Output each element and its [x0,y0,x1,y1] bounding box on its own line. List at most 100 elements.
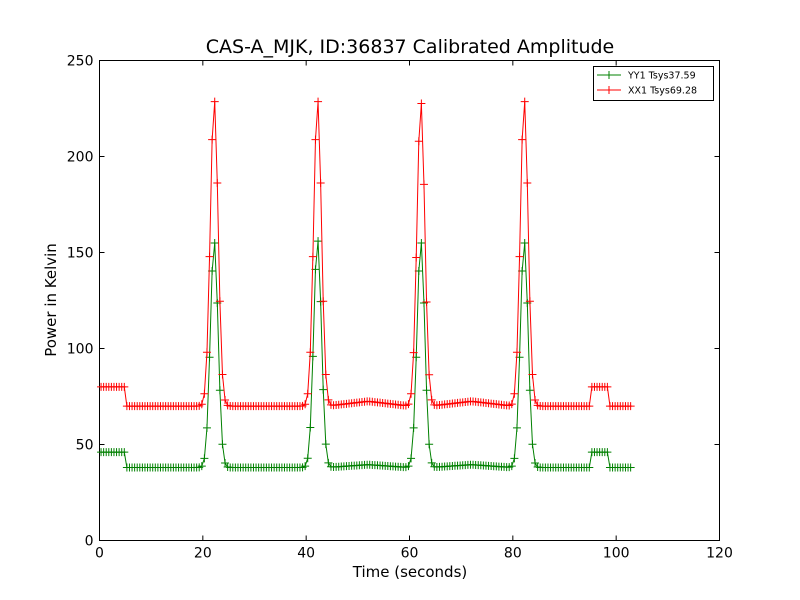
data-point [306,423,315,432]
data-point [603,382,612,391]
data-point [205,252,214,261]
data-point [626,402,635,411]
data-point [515,252,524,261]
series-1 [97,237,635,472]
data-point [321,440,330,449]
data-point [510,454,519,463]
data-point [409,348,418,357]
data-point [520,97,529,106]
data-point [301,400,310,409]
data-point [215,297,224,306]
data-point [585,463,594,472]
data-point [525,386,534,395]
x-tick-label: 20 [194,546,212,562]
data-point [319,385,328,394]
data-point [528,440,537,449]
data-point [419,180,428,189]
legend-label: YY1 Tsys37.59 [627,71,696,82]
x-axis-label: Time (seconds) [352,563,468,581]
y-tick-label: 200 [67,150,94,166]
data-point [520,238,529,247]
data-point [404,400,413,409]
y-axis-label: Power in Kelvin [42,243,60,357]
data-point [425,370,434,379]
data-point [218,440,227,449]
data-point [303,389,312,398]
x-tick-label: 100 [603,546,630,562]
data-point [523,179,532,188]
data-point [200,389,209,398]
data-point [202,423,211,432]
data-point [407,454,416,463]
y-tick-label: 150 [67,246,94,262]
data-point [311,135,320,144]
data-point [321,370,330,379]
data-point [425,440,434,449]
data-point [427,395,436,404]
data-point [120,382,129,391]
data-point [301,462,310,471]
data-point [197,400,206,409]
x-tick-label: 60 [401,546,419,562]
x-tick-label: 120 [706,546,733,562]
data-point [324,395,333,404]
data-point [510,389,519,398]
data-point [319,297,328,306]
data-point [215,386,224,395]
data-point [316,179,325,188]
data-point [303,454,312,463]
y-tick-label: 0 [85,534,94,550]
plot-area: 0 20 40 60 80 100 120 0 50 100 150 200 250 [67,54,733,562]
data-point [197,462,206,471]
legend-marker [605,71,613,79]
legend-entry-2: XX1 Tsys69.28 [597,86,697,97]
x-tick-label: 0 [95,546,104,562]
y-tick-label: 250 [67,54,94,70]
data-point [210,238,219,247]
data-point [417,99,426,108]
data-point [528,370,537,379]
legend: YY1 Tsys37.59 XX1 Tsys69.28 [593,66,714,101]
data-point [200,454,209,463]
data-point [417,238,426,247]
data-point [422,297,431,306]
data-point [210,97,219,106]
data-point [512,348,521,357]
data-point [213,179,222,188]
x-axis: 0 20 40 60 80 100 120 [95,60,733,562]
data-point [314,237,323,246]
y-tick-label: 50 [76,438,94,454]
data-point [404,462,413,471]
data-point [314,97,323,106]
data-point [218,370,227,379]
data-point [208,135,217,144]
data-point [221,396,230,405]
data-point [407,389,416,398]
data-point [202,348,211,357]
data-point [518,135,527,144]
data-point [409,423,418,432]
legend-label: XX1 Tsys69.28 [628,86,697,97]
series-2 [97,97,635,411]
data-point [120,448,129,457]
data-point [531,396,540,405]
data-point [525,297,534,306]
legend-box [593,66,714,101]
y-axis: 0 50 100 150 200 250 [67,54,720,550]
legend-marker [605,86,613,94]
data-point [422,386,431,395]
data-point [585,402,594,411]
data-point [414,137,423,146]
data-point [507,462,516,471]
data-point [308,252,317,261]
x-tick-label: 40 [297,546,315,562]
data-point [603,448,612,457]
data-point [306,348,315,357]
series-layer [97,97,635,472]
data-point [507,400,516,409]
x-tick-label: 80 [504,546,522,562]
y-tick-label: 100 [67,342,94,358]
data-point [626,463,635,472]
chart-title: CAS-A_MJK, ID:36837 Calibrated Amplitude [206,36,615,58]
